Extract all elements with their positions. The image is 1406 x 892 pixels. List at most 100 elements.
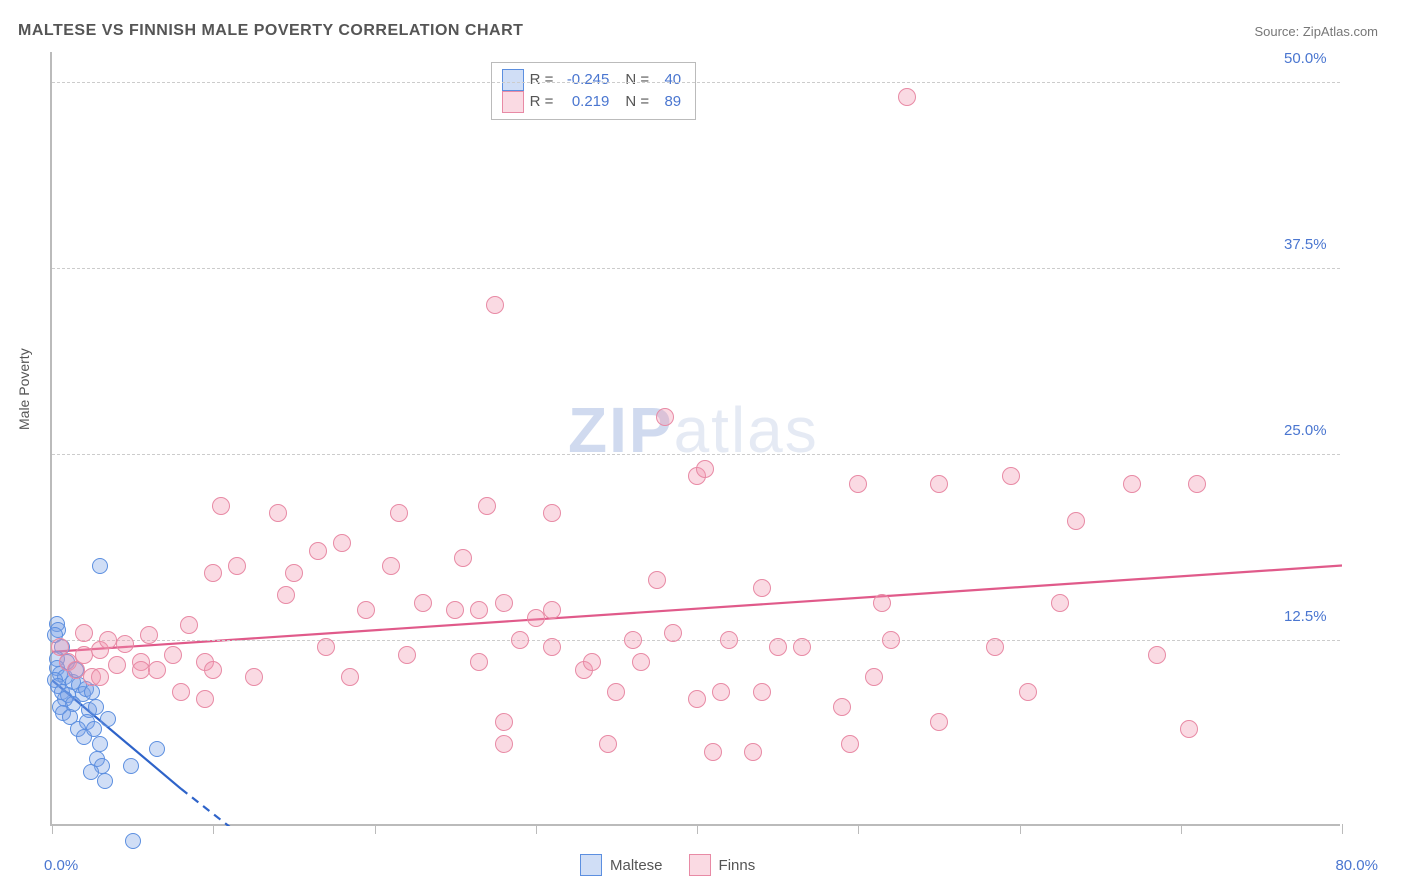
chart-title: MALTESE VS FINNISH MALE POVERTY CORRELAT…	[18, 22, 523, 40]
r-value: -0.245	[559, 69, 609, 91]
data-point-finns	[454, 549, 472, 567]
x-tick	[1342, 824, 1343, 834]
data-point-finns	[414, 594, 432, 612]
data-point-maltese	[92, 558, 108, 574]
data-point-finns	[309, 542, 327, 560]
stats-row-maltese: R =-0.245 N = 40	[502, 69, 682, 91]
data-point-finns	[769, 638, 787, 656]
data-point-finns	[624, 631, 642, 649]
data-point-finns	[744, 743, 762, 761]
x-tick	[52, 824, 53, 834]
regression-lines	[52, 52, 1342, 826]
data-point-finns	[317, 638, 335, 656]
data-point-finns	[1067, 512, 1085, 530]
data-point-finns	[204, 661, 222, 679]
data-point-finns	[712, 683, 730, 701]
y-axis-label: Male Poverty	[16, 348, 32, 430]
data-point-finns	[986, 638, 1004, 656]
grid-line	[52, 82, 1340, 83]
data-point-finns	[930, 475, 948, 493]
data-point-finns	[180, 616, 198, 634]
data-point-finns	[1019, 683, 1037, 701]
data-point-finns	[599, 735, 617, 753]
y-tick-label: 12.5%	[1284, 608, 1327, 625]
n-label: N =	[625, 69, 649, 91]
x-tick	[213, 824, 214, 834]
data-point-finns	[833, 698, 851, 716]
data-point-finns	[228, 557, 246, 575]
data-point-maltese	[100, 711, 116, 727]
data-point-finns	[1148, 646, 1166, 664]
data-point-finns	[543, 601, 561, 619]
data-point-finns	[1123, 475, 1141, 493]
data-point-finns	[704, 743, 722, 761]
x-tick	[858, 824, 859, 834]
data-point-finns	[882, 631, 900, 649]
r-value: 0.219	[559, 91, 609, 113]
stats-row-finns: R =0.219N =89	[502, 91, 682, 113]
data-point-finns	[543, 504, 561, 522]
data-point-finns	[696, 460, 714, 478]
data-point-finns	[495, 594, 513, 612]
data-point-finns	[470, 601, 488, 619]
r-label: R =	[530, 69, 554, 91]
data-point-finns	[898, 88, 916, 106]
data-point-finns	[1051, 594, 1069, 612]
data-point-maltese	[92, 736, 108, 752]
data-point-finns	[1002, 467, 1020, 485]
data-point-finns	[148, 661, 166, 679]
data-point-finns	[648, 571, 666, 589]
grid-line	[52, 268, 1340, 269]
data-point-finns	[1188, 475, 1206, 493]
grid-line	[52, 454, 1340, 455]
data-point-finns	[91, 668, 109, 686]
x-axis-high-label: 80.0%	[1335, 857, 1378, 874]
data-point-finns	[527, 609, 545, 627]
r-label: R =	[530, 91, 554, 113]
data-point-finns	[486, 296, 504, 314]
data-point-finns	[688, 690, 706, 708]
data-point-finns	[99, 631, 117, 649]
n-value: 40	[655, 69, 681, 91]
data-point-finns	[656, 408, 674, 426]
watermark: ZIPatlas	[568, 393, 819, 467]
data-point-finns	[75, 624, 93, 642]
data-point-finns	[398, 646, 416, 664]
y-tick-label: 37.5%	[1284, 236, 1327, 253]
legend-swatch-finns-icon	[689, 854, 711, 876]
source-label: Source: ZipAtlas.com	[1254, 24, 1378, 39]
data-point-finns	[930, 713, 948, 731]
n-value: 89	[655, 91, 681, 113]
data-point-finns	[277, 586, 295, 604]
x-tick	[1181, 824, 1182, 834]
data-point-finns	[543, 638, 561, 656]
data-point-finns	[245, 668, 263, 686]
x-axis-low-label: 0.0%	[44, 857, 78, 874]
data-point-maltese	[88, 699, 104, 715]
data-point-finns	[753, 683, 771, 701]
legend-label: Maltese	[610, 857, 663, 874]
data-point-finns	[382, 557, 400, 575]
data-point-finns	[470, 653, 488, 671]
data-point-finns	[793, 638, 811, 656]
data-point-finns	[196, 690, 214, 708]
legend-swatch-maltese-icon	[580, 854, 602, 876]
y-tick-label: 50.0%	[1284, 50, 1327, 67]
data-point-finns	[865, 668, 883, 686]
data-point-finns	[172, 683, 190, 701]
data-point-finns	[849, 475, 867, 493]
data-point-finns	[108, 656, 126, 674]
y-tick-label: 25.0%	[1284, 422, 1327, 439]
x-tick	[697, 824, 698, 834]
legend-item-maltese: Maltese	[580, 854, 663, 876]
data-point-finns	[140, 626, 158, 644]
data-point-finns	[583, 653, 601, 671]
data-point-maltese	[97, 773, 113, 789]
data-point-finns	[212, 497, 230, 515]
data-point-maltese	[149, 741, 165, 757]
data-point-finns	[164, 646, 182, 664]
x-tick	[536, 824, 537, 834]
legend-item-finns: Finns	[689, 854, 756, 876]
data-point-finns	[632, 653, 650, 671]
data-point-finns	[495, 735, 513, 753]
